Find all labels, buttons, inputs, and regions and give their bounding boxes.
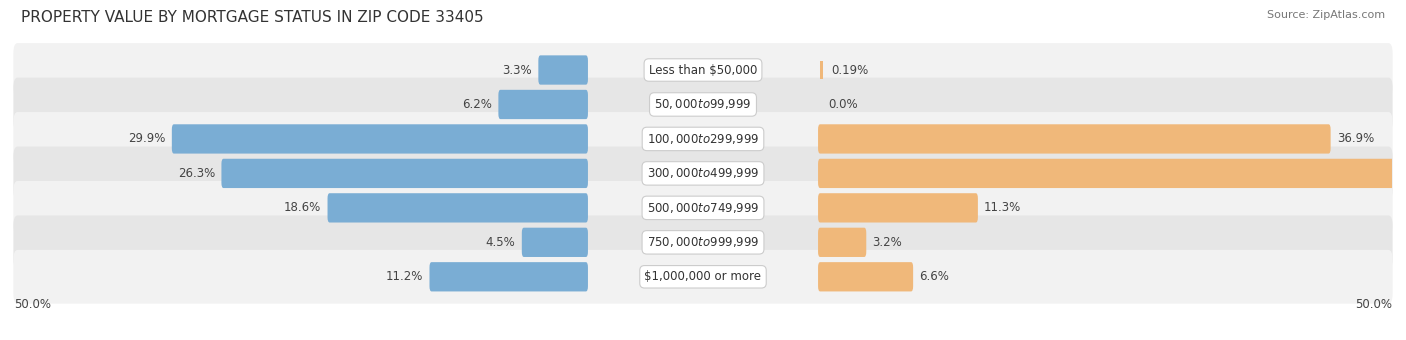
Text: $1,000,000 or more: $1,000,000 or more [644,270,762,283]
Text: Less than $50,000: Less than $50,000 [648,64,758,76]
Bar [820,61,823,80]
FancyBboxPatch shape [221,159,588,188]
Text: 0.0%: 0.0% [828,98,858,111]
Text: 36.9%: 36.9% [1337,133,1374,146]
FancyBboxPatch shape [538,55,588,85]
FancyBboxPatch shape [818,193,979,222]
Text: 6.2%: 6.2% [463,98,492,111]
FancyBboxPatch shape [172,124,588,154]
FancyBboxPatch shape [14,250,1392,304]
FancyBboxPatch shape [818,228,866,257]
Text: 29.9%: 29.9% [128,133,166,146]
FancyBboxPatch shape [14,43,1392,97]
FancyBboxPatch shape [818,159,1399,188]
Text: 0.19%: 0.19% [831,64,869,76]
Text: 26.3%: 26.3% [179,167,215,180]
FancyBboxPatch shape [14,147,1392,200]
FancyBboxPatch shape [14,216,1392,269]
Text: 11.2%: 11.2% [385,270,423,283]
Text: $100,000 to $299,999: $100,000 to $299,999 [647,132,759,146]
FancyBboxPatch shape [818,262,912,291]
Text: 50.0%: 50.0% [14,298,51,311]
FancyBboxPatch shape [498,90,588,119]
Text: $750,000 to $999,999: $750,000 to $999,999 [647,235,759,249]
Text: 18.6%: 18.6% [284,201,322,214]
FancyBboxPatch shape [818,124,1330,154]
FancyBboxPatch shape [14,112,1392,166]
Text: 50.0%: 50.0% [1355,298,1392,311]
FancyBboxPatch shape [522,228,588,257]
FancyBboxPatch shape [14,78,1392,131]
Text: $500,000 to $749,999: $500,000 to $749,999 [647,201,759,215]
Text: Source: ZipAtlas.com: Source: ZipAtlas.com [1267,10,1385,20]
FancyBboxPatch shape [429,262,588,291]
Text: $300,000 to $499,999: $300,000 to $499,999 [647,166,759,181]
Text: 3.2%: 3.2% [873,236,903,249]
Text: $50,000 to $99,999: $50,000 to $99,999 [654,98,752,112]
FancyBboxPatch shape [14,181,1392,235]
Text: 3.3%: 3.3% [502,64,531,76]
Text: PROPERTY VALUE BY MORTGAGE STATUS IN ZIP CODE 33405: PROPERTY VALUE BY MORTGAGE STATUS IN ZIP… [21,10,484,25]
Text: 4.5%: 4.5% [486,236,516,249]
Text: 6.6%: 6.6% [920,270,949,283]
Text: 11.3%: 11.3% [984,201,1021,214]
FancyBboxPatch shape [328,193,588,222]
